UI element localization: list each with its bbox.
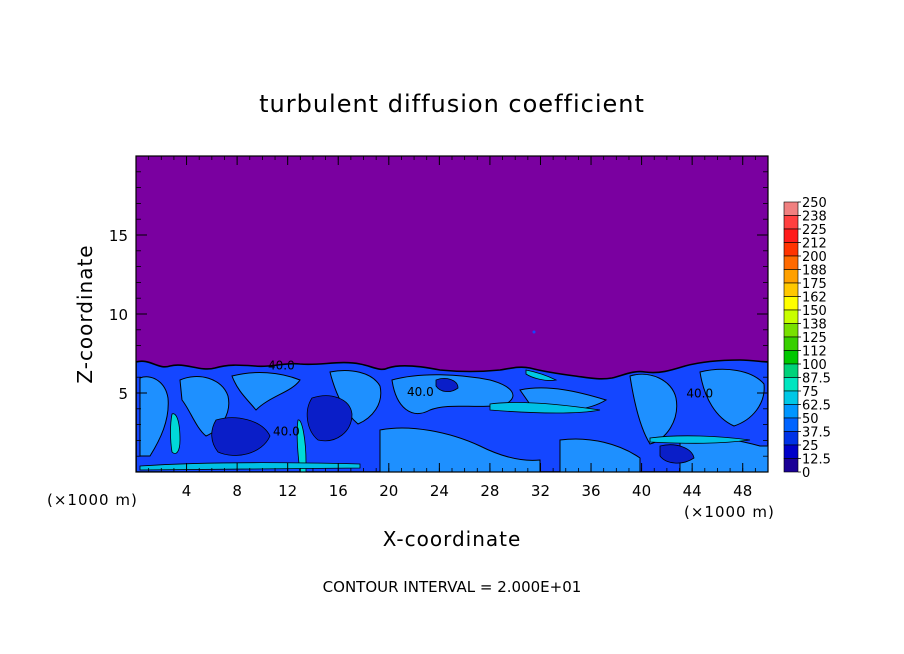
colorbar-level-label: 175 (802, 277, 827, 292)
colorbar-level-label: 87.5 (802, 372, 831, 387)
low-value-pocket (435, 378, 459, 392)
contour-label: 40.0 (273, 425, 300, 439)
colorbar-level-label: 250 (802, 196, 827, 211)
low-value-pocket (306, 395, 353, 442)
x-tick-label: 12 (278, 482, 297, 500)
colorbar-level-label: 162 (802, 291, 827, 306)
colorbar-swatch (783, 404, 799, 419)
low-value-pocket (211, 417, 271, 456)
colorbar-swatch (783, 269, 799, 284)
colorbar-level-label: 25 (802, 439, 819, 454)
colorbar-level-label: 62.5 (802, 399, 831, 414)
y-tick-label: 15 (109, 227, 128, 245)
x-tick-label: 28 (480, 482, 499, 500)
colorbar-swatch (783, 390, 799, 405)
x-tick-label: 4 (182, 482, 192, 500)
colorbar-level-label: 50 (802, 412, 819, 427)
colorbar-level-label: 12.5 (802, 453, 831, 468)
turbulent-eddy (559, 438, 641, 472)
colorbar-swatch (783, 377, 799, 392)
colorbar-swatch (783, 309, 799, 324)
turbulent-eddy (139, 376, 169, 457)
turbulent-eddy (629, 373, 678, 445)
x-tick-label: 20 (379, 482, 398, 500)
turbulent-field (136, 330, 768, 472)
contour-labels: 40.0 40.0 40.0 40.0 (268, 358, 713, 438)
colorbar-level-label: 112 (802, 345, 827, 360)
colorbar-level-label: 0 (802, 466, 810, 481)
colorbar-level-label: 238 (802, 210, 827, 225)
x-tick-label: 48 (733, 482, 752, 500)
colorbar-level-label: 150 (802, 304, 827, 319)
colorbar-level-label: 100 (802, 358, 827, 373)
colorbar-swatch (783, 228, 799, 243)
x-tick-label: 44 (683, 482, 702, 500)
x-tick-label: 40 (632, 482, 651, 500)
colorbar-swatch (783, 363, 799, 378)
colorbar-level-label: 188 (802, 264, 827, 279)
x-unit-right: (×1000 m) (684, 503, 775, 521)
colorbar-swatch (783, 444, 799, 459)
chart-title: turbulent diffusion coefficient (259, 90, 645, 118)
low-value-pocket (659, 444, 695, 464)
colorbar-level-label: 138 (802, 318, 827, 333)
colorbar-swatch (783, 350, 799, 365)
colorbar-swatch (783, 336, 799, 351)
contour-interval-note: CONTOUR INTERVAL = 2.000E+01 (323, 578, 582, 596)
cyan-streak (649, 435, 751, 444)
colorbar-swatch (783, 201, 799, 216)
colorbar: 2502382252122001881751621501381251121008… (783, 196, 831, 481)
y-axis: 5 10 15 (109, 227, 768, 403)
contour-label: 40.0 (686, 387, 713, 401)
colorbar-level-label: 200 (802, 250, 827, 265)
colorbar-swatch (783, 431, 799, 446)
colorbar-level-label: 75 (802, 385, 819, 400)
contour-label: 40.0 (268, 358, 295, 372)
colorbar-swatch (783, 417, 799, 432)
x-tick-label: 24 (430, 482, 449, 500)
y-tick-label: 5 (118, 385, 128, 403)
colorbar-swatch (783, 255, 799, 270)
colorbar-swatch (783, 282, 799, 297)
colorbar-swatch (783, 242, 799, 257)
y-tick-label: 10 (109, 306, 128, 324)
colorbar-swatch (783, 296, 799, 311)
turbulent-eddy (379, 427, 541, 472)
colorbar-swatch (783, 215, 799, 230)
cyan-streak (139, 462, 361, 471)
colorbar-level-label: 37.5 (802, 426, 831, 441)
contour-label: 40.0 (407, 385, 434, 399)
x-tick-label: 8 (232, 482, 242, 500)
turbulent-eddy (699, 368, 765, 427)
x-unit-left: (×1000 m) (47, 491, 138, 509)
cyan-streak (489, 401, 601, 414)
x-tick-label: 32 (531, 482, 550, 500)
colorbar-level-label: 225 (802, 223, 827, 238)
cyan-streak (170, 413, 181, 454)
isolated-value-dot (532, 330, 536, 334)
x-axis-label: X-coordinate (383, 527, 522, 551)
y-axis-label: Z-coordinate (73, 244, 97, 383)
turbulent-eddy (231, 372, 301, 411)
colorbar-swatch (783, 458, 799, 473)
colorbar-level-label: 212 (802, 237, 827, 252)
cyan-streak (525, 369, 558, 381)
x-axis: 4 8 12 16 20 24 28 32 36 40 44 48 (182, 156, 752, 500)
plot-area: 40.0 40.0 40.0 40.0 (135, 155, 769, 473)
x-tick-label: 36 (581, 482, 600, 500)
x-tick-label: 16 (329, 482, 348, 500)
colorbar-level-label: 125 (802, 331, 827, 346)
colorbar-swatch (783, 323, 799, 338)
cyan-streak (296, 419, 307, 472)
